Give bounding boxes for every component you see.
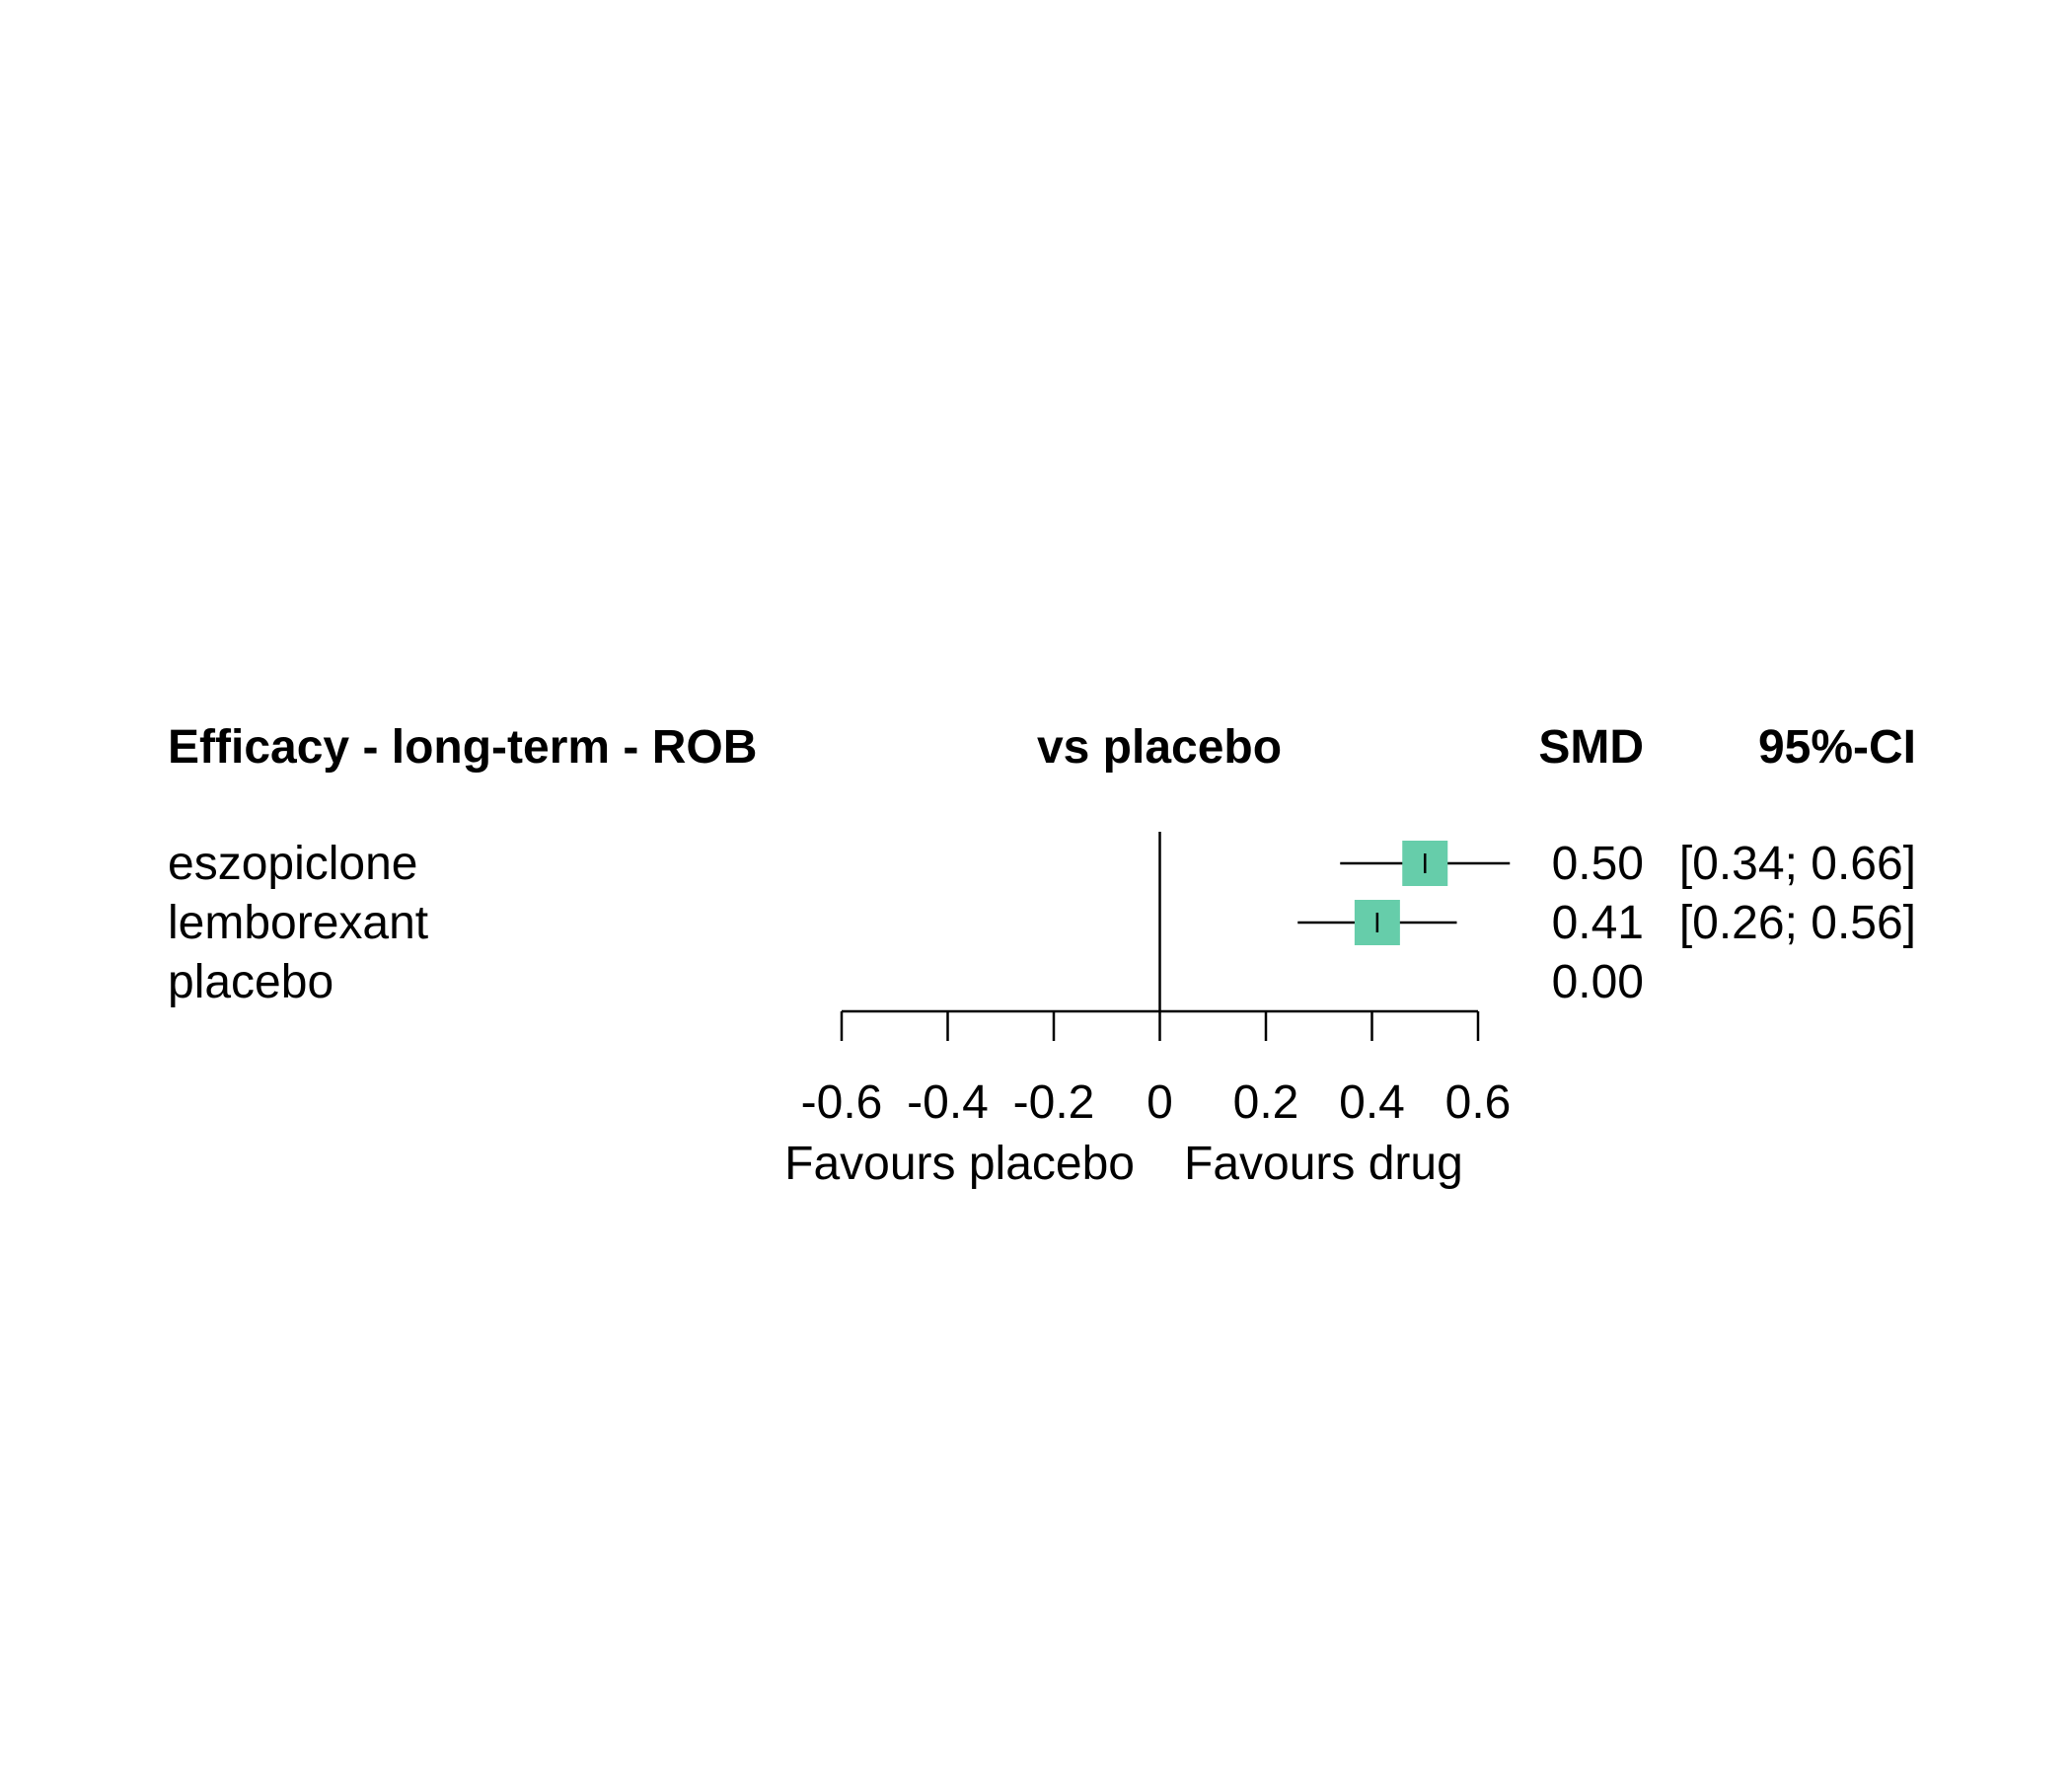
tick-label: 0.2 — [1233, 1076, 1299, 1129]
tick-label: 0.6 — [1445, 1076, 1512, 1129]
x-axis: -0.6 -0.4 -0.2 0 0.2 0.4 0.6 — [801, 832, 1512, 1129]
favours-right-label: Favours drug — [1184, 1138, 1463, 1190]
tick-label: -0.2 — [1013, 1076, 1095, 1129]
estimate-value: 0.00 — [1552, 956, 1644, 1008]
favours-left-label: Favours placebo — [784, 1138, 1135, 1190]
tick-label: -0.4 — [907, 1076, 989, 1129]
ci-value: [0.26; 0.56] — [1679, 897, 1916, 949]
forest-row: lemborexant 0.41 [0.26; 0.56] — [168, 897, 1916, 949]
ci-value: [0.34; 0.66] — [1679, 838, 1916, 890]
forest-row: eszopiclone 0.50 [0.34; 0.66] — [168, 838, 1916, 890]
estimate-value: 0.41 — [1552, 897, 1644, 949]
tick-label: 0.4 — [1339, 1076, 1405, 1129]
header-ci: 95%-CI — [1758, 721, 1916, 774]
row-label: lemborexant — [168, 897, 428, 949]
estimate-value: 0.50 — [1552, 838, 1644, 890]
forest-rows: eszopiclone 0.50 [0.34; 0.66] lemborexant 0.… — [168, 838, 1916, 1008]
row-label: placebo — [168, 956, 333, 1008]
header-title: Efficacy - long-term - ROB — [168, 721, 757, 774]
tick-label: 0 — [1147, 1076, 1173, 1129]
header-estimate: SMD — [1538, 721, 1644, 774]
forest-row: placebo 0.00 — [168, 956, 1644, 1008]
header-comparator: vs placebo — [1037, 721, 1282, 774]
tick-label: -0.6 — [801, 1076, 883, 1129]
row-label: eszopiclone — [168, 838, 418, 890]
